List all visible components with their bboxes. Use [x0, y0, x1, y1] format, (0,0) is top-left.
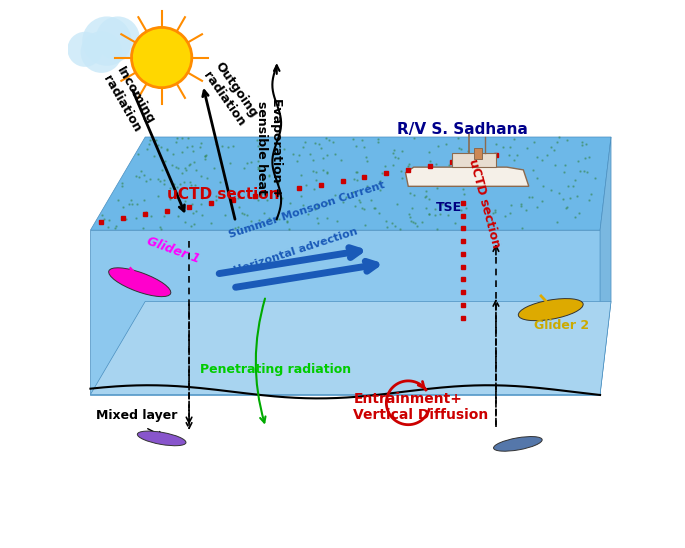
Bar	[474, 148, 482, 159]
Polygon shape	[600, 137, 611, 395]
Circle shape	[82, 16, 132, 66]
Polygon shape	[406, 167, 529, 186]
Text: uCTD section: uCTD section	[466, 157, 502, 249]
Ellipse shape	[519, 299, 583, 321]
Polygon shape	[452, 153, 496, 167]
Polygon shape	[90, 301, 611, 395]
Ellipse shape	[109, 268, 171, 296]
Text: Incoming
radiation: Incoming radiation	[101, 65, 157, 134]
Circle shape	[81, 31, 122, 73]
Ellipse shape	[494, 437, 542, 451]
Text: Summer Monsoon Current: Summer Monsoon Current	[227, 180, 386, 241]
Text: Glider 1: Glider 1	[145, 235, 202, 266]
Ellipse shape	[138, 431, 186, 446]
Polygon shape	[90, 137, 611, 230]
Text: uCTD section: uCTD section	[167, 187, 279, 202]
Circle shape	[132, 27, 192, 88]
Text: Entrainment+
Vertical Diffusion: Entrainment+ Vertical Diffusion	[353, 392, 488, 422]
Circle shape	[96, 16, 140, 60]
Text: Mixed layer: Mixed layer	[96, 409, 177, 422]
Text: Glider 2: Glider 2	[534, 319, 589, 332]
Text: Horizontal advection: Horizontal advection	[233, 226, 359, 276]
Text: R/V S. Sadhana: R/V S. Sadhana	[397, 122, 528, 137]
Text: Outgoing
radiation: Outgoing radiation	[200, 60, 260, 129]
Circle shape	[67, 32, 103, 67]
Text: TSE: TSE	[436, 201, 462, 214]
Polygon shape	[90, 230, 600, 395]
Text: Evaporation +
sensible heat: Evaporation + sensible heat	[255, 98, 282, 198]
Text: Penetrating radiation: Penetrating radiation	[200, 363, 351, 375]
